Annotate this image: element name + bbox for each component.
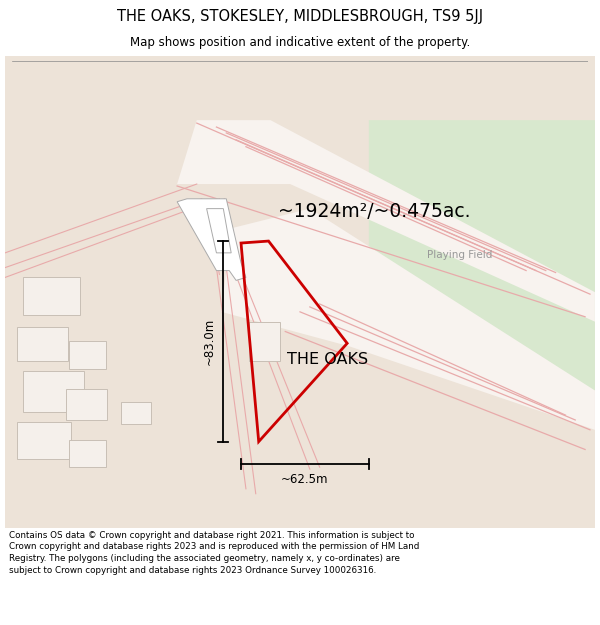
Bar	[121, 402, 151, 424]
Polygon shape	[206, 209, 231, 253]
Bar	[69, 341, 106, 369]
Bar	[23, 371, 84, 412]
Polygon shape	[221, 209, 595, 430]
Bar	[17, 422, 71, 459]
Polygon shape	[369, 120, 595, 401]
Text: Contains OS data © Crown copyright and database right 2021. This information is : Contains OS data © Crown copyright and d…	[9, 531, 419, 575]
Text: THE OAKS, STOKESLEY, MIDDLESBROUGH, TS9 5JJ: THE OAKS, STOKESLEY, MIDDLESBROUGH, TS9 …	[117, 9, 483, 24]
Text: ~1924m²/~0.475ac.: ~1924m²/~0.475ac.	[278, 202, 471, 221]
Text: Map shows position and indicative extent of the property.: Map shows position and indicative extent…	[130, 36, 470, 49]
Polygon shape	[177, 199, 246, 281]
Text: THE OAKS: THE OAKS	[287, 351, 368, 366]
Bar	[249, 322, 280, 361]
Text: Playing Field: Playing Field	[427, 250, 492, 260]
Polygon shape	[177, 120, 595, 322]
Bar	[69, 439, 106, 467]
Bar	[66, 389, 107, 420]
Bar	[17, 327, 68, 361]
Text: ~83.0m: ~83.0m	[203, 318, 216, 365]
Text: ~62.5m: ~62.5m	[281, 474, 329, 486]
Bar	[23, 278, 80, 315]
